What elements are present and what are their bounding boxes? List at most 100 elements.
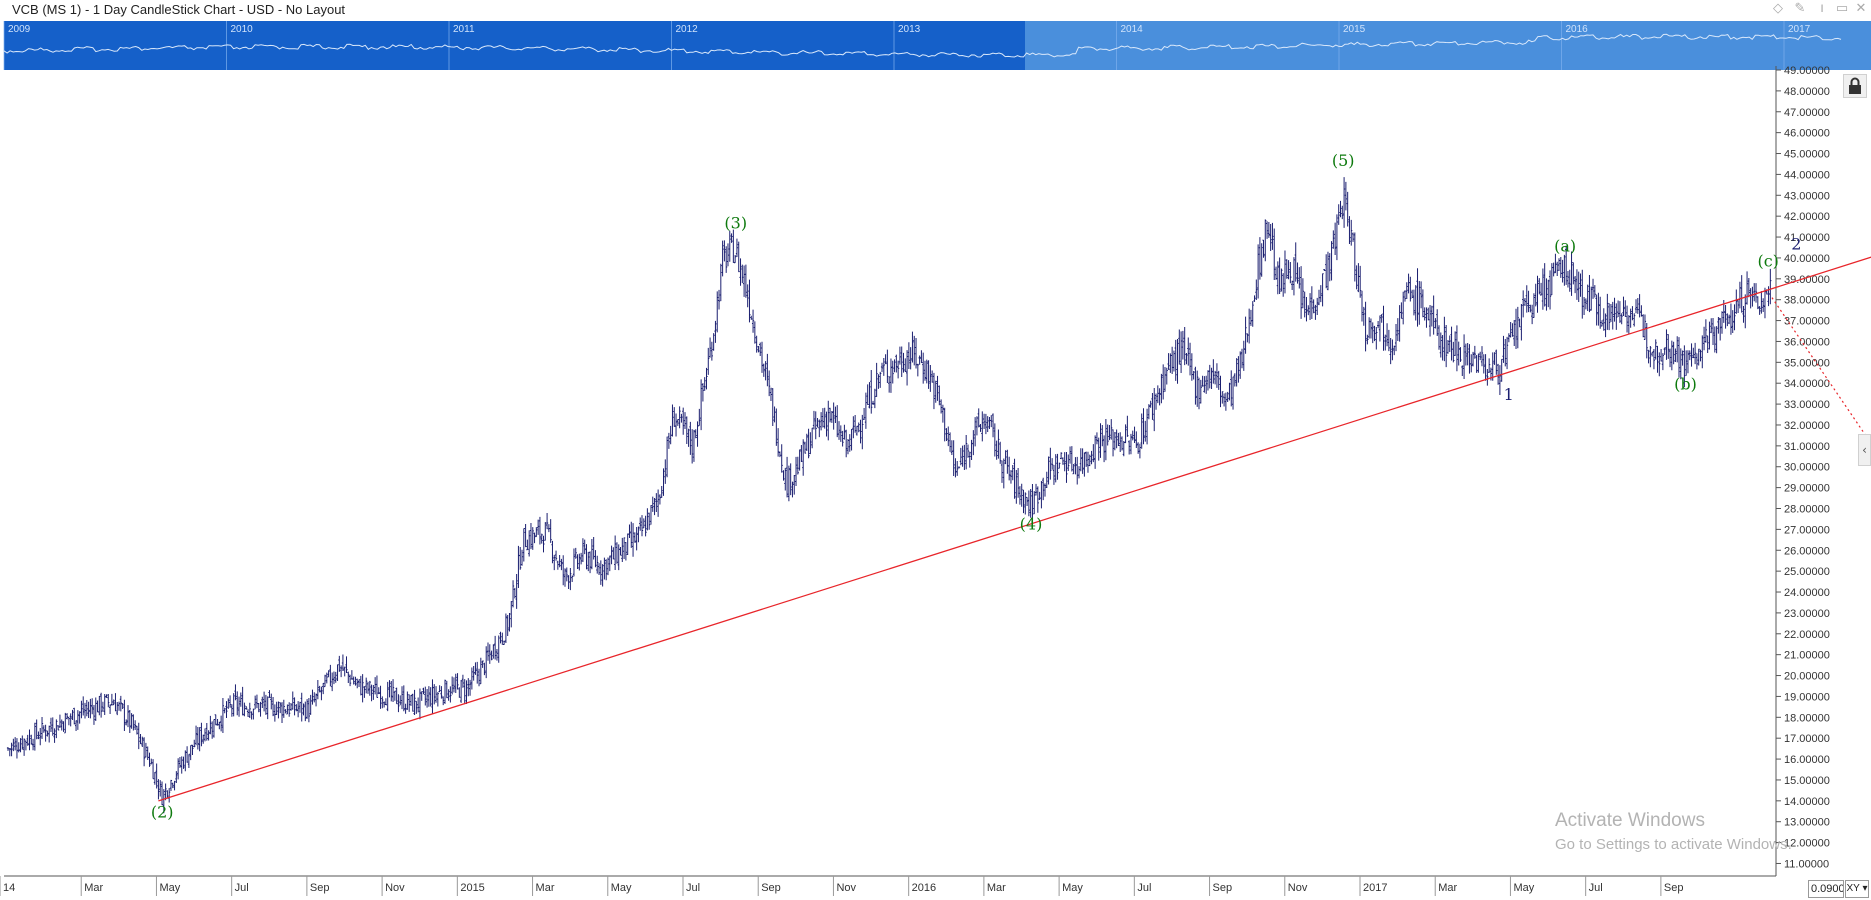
navigator-year-label: 2017 bbox=[1788, 24, 1811, 35]
price-tick-label: 11.00000 bbox=[1784, 858, 1829, 870]
navigator-right-region bbox=[1025, 21, 1871, 70]
navigator-year-label: 2012 bbox=[676, 24, 699, 35]
date-tick-label: Mar bbox=[987, 882, 1006, 894]
candlestick-series bbox=[6, 177, 1772, 814]
price-tick-label: 29.00000 bbox=[1784, 483, 1830, 495]
price-tick-label: 34.00000 bbox=[1784, 378, 1830, 390]
price-tick-label: 48.00000 bbox=[1784, 86, 1830, 98]
wave-labels: (2) (3) (4) (5) (a) (b) (c) 1 2 bbox=[151, 151, 1802, 821]
price-tick-label: 47.00000 bbox=[1784, 107, 1830, 119]
date-tick-label: Jul bbox=[235, 882, 249, 894]
date-tick-label: 2016 bbox=[912, 882, 936, 894]
date-tick-label: 2015 bbox=[460, 882, 484, 894]
date-tick-label: May bbox=[611, 882, 632, 894]
price-tick-label: 12.00000 bbox=[1784, 838, 1830, 850]
wave-label: (c) bbox=[1757, 251, 1778, 270]
navigator-year-label: 2015 bbox=[1343, 24, 1366, 35]
date-tick-label: Sep bbox=[1213, 882, 1233, 894]
price-tick-label: 32.00000 bbox=[1784, 420, 1830, 432]
price-tick-label: 39.00000 bbox=[1784, 274, 1830, 286]
timeline-navigator[interactable]: 2009 2010 2011 2012 2013 2014 2015 2016 2017 bbox=[3, 21, 1871, 70]
date-tick-label: Mar bbox=[1438, 882, 1457, 894]
price-tick-label: 42.00000 bbox=[1784, 211, 1830, 223]
price-axis[interactable]: 11.00000 12.00000 13.00000 14.00000 15.00000… bbox=[1775, 65, 1830, 876]
date-tick-label: Sep bbox=[1664, 882, 1684, 894]
info-icon[interactable]: ı bbox=[1820, 1, 1824, 16]
activate-windows-watermark: Activate Windows Go to Settings to activ… bbox=[1555, 810, 1792, 853]
wave-label: (2) bbox=[151, 803, 174, 822]
price-tick-label: 16.00000 bbox=[1784, 754, 1830, 766]
price-tick-label: 44.00000 bbox=[1784, 169, 1830, 181]
date-tick-label: 14 bbox=[3, 882, 15, 894]
wave-label: (3) bbox=[724, 214, 747, 233]
date-tick-label: Sep bbox=[310, 882, 330, 894]
price-tick-label: 28.00000 bbox=[1784, 503, 1830, 515]
price-tick-label: 38.00000 bbox=[1784, 295, 1830, 307]
price-tick-label: 21.00000 bbox=[1784, 650, 1830, 662]
restore-icon[interactable]: ▭ bbox=[1835, 1, 1849, 16]
date-tick-label: 2017 bbox=[1363, 882, 1387, 894]
date-tick-label: May bbox=[1062, 882, 1083, 894]
price-tick-label: 26.00000 bbox=[1784, 545, 1830, 557]
candlestick-bars bbox=[6, 177, 1772, 814]
navigator-year-label: 2016 bbox=[1566, 24, 1589, 35]
price-tick-label: 14.00000 bbox=[1784, 796, 1830, 808]
chevron-left-icon[interactable]: ‹ bbox=[1858, 434, 1871, 466]
price-tick-label: 20.00000 bbox=[1784, 671, 1830, 683]
price-tick-label: 43.00000 bbox=[1784, 190, 1830, 202]
navigator-year-label: 2014 bbox=[1121, 24, 1144, 35]
navigator-year-label: 2009 bbox=[8, 24, 31, 35]
date-tick-label: Jul bbox=[1137, 882, 1151, 894]
price-tick-label: 19.00000 bbox=[1784, 691, 1830, 703]
drawing-lines[interactable] bbox=[158, 252, 1871, 802]
price-tick-label: 31.00000 bbox=[1784, 441, 1830, 453]
activate-subtitle: Go to Settings to activate Windows. bbox=[1555, 836, 1792, 853]
price-tick-label: 15.00000 bbox=[1784, 775, 1830, 787]
navigator-year-label: 2011 bbox=[453, 24, 475, 35]
date-tick-label: Sep bbox=[761, 882, 781, 894]
date-tick-label: May bbox=[1513, 882, 1534, 894]
date-tick-label: Jul bbox=[1589, 882, 1603, 894]
price-tick-label: 37.00000 bbox=[1784, 316, 1830, 328]
wave-label: (5) bbox=[1332, 151, 1355, 170]
xy-mode-button[interactable]: XY ▾ bbox=[1845, 880, 1869, 898]
lock-icon[interactable] bbox=[1843, 74, 1867, 98]
navigator-mini-line bbox=[3, 33, 1842, 58]
price-tick-label: 24.00000 bbox=[1784, 587, 1830, 599]
close-icon[interactable]: ✕ bbox=[1855, 1, 1867, 16]
price-tick-label: 35.00000 bbox=[1784, 357, 1830, 369]
price-tick-label: 18.00000 bbox=[1784, 712, 1830, 724]
date-tick-label: Nov bbox=[1288, 882, 1308, 894]
trendline bbox=[158, 256, 1871, 802]
wave-label: (a) bbox=[1554, 237, 1576, 256]
navigator-left-region bbox=[4, 21, 1025, 70]
date-tick-label: Jul bbox=[686, 882, 700, 894]
window-title: VCB (MS 1) - 1 Day CandleStick Chart - U… bbox=[12, 2, 346, 17]
price-tick-label: 41.00000 bbox=[1784, 232, 1830, 244]
navigator-year-label: 2010 bbox=[231, 24, 254, 35]
navigator-scroll-handle bbox=[1861, 21, 1871, 70]
pin-icon[interactable]: ✎ bbox=[1794, 1, 1806, 16]
date-tick-label: May bbox=[159, 882, 180, 894]
wave-label: 2 bbox=[1791, 235, 1801, 254]
price-tick-label: 13.00000 bbox=[1784, 817, 1830, 829]
title-bar: VCB (MS 1) - 1 Day CandleStick Chart - U… bbox=[0, 0, 1871, 20]
value-box[interactable]: 0.0900 bbox=[1808, 880, 1844, 898]
activate-title: Activate Windows bbox=[1555, 810, 1705, 831]
price-tick-label: 17.00000 bbox=[1784, 733, 1830, 745]
price-tick-label: 40.00000 bbox=[1784, 253, 1830, 265]
wave-label: (4) bbox=[1020, 514, 1043, 533]
price-tick-label: 22.00000 bbox=[1784, 629, 1830, 641]
date-tick-label: Mar bbox=[84, 882, 103, 894]
date-axis[interactable]: 14 Mar May Jul Sep Nov 2015 Mar May Jul Sep Nov 2016… bbox=[0, 875, 1776, 896]
date-tick-label: Mar bbox=[536, 882, 555, 894]
price-tick-label: 45.00000 bbox=[1784, 149, 1830, 161]
price-tick-label: 25.00000 bbox=[1784, 566, 1830, 578]
diamond-icon[interactable]: ◇ bbox=[1773, 1, 1783, 16]
price-tick-label: 30.00000 bbox=[1784, 462, 1830, 474]
price-tick-label: 33.00000 bbox=[1784, 399, 1830, 411]
wave-label: (b) bbox=[1674, 374, 1697, 393]
date-tick-label: Nov bbox=[836, 882, 856, 894]
price-tick-label: 27.00000 bbox=[1784, 524, 1830, 536]
